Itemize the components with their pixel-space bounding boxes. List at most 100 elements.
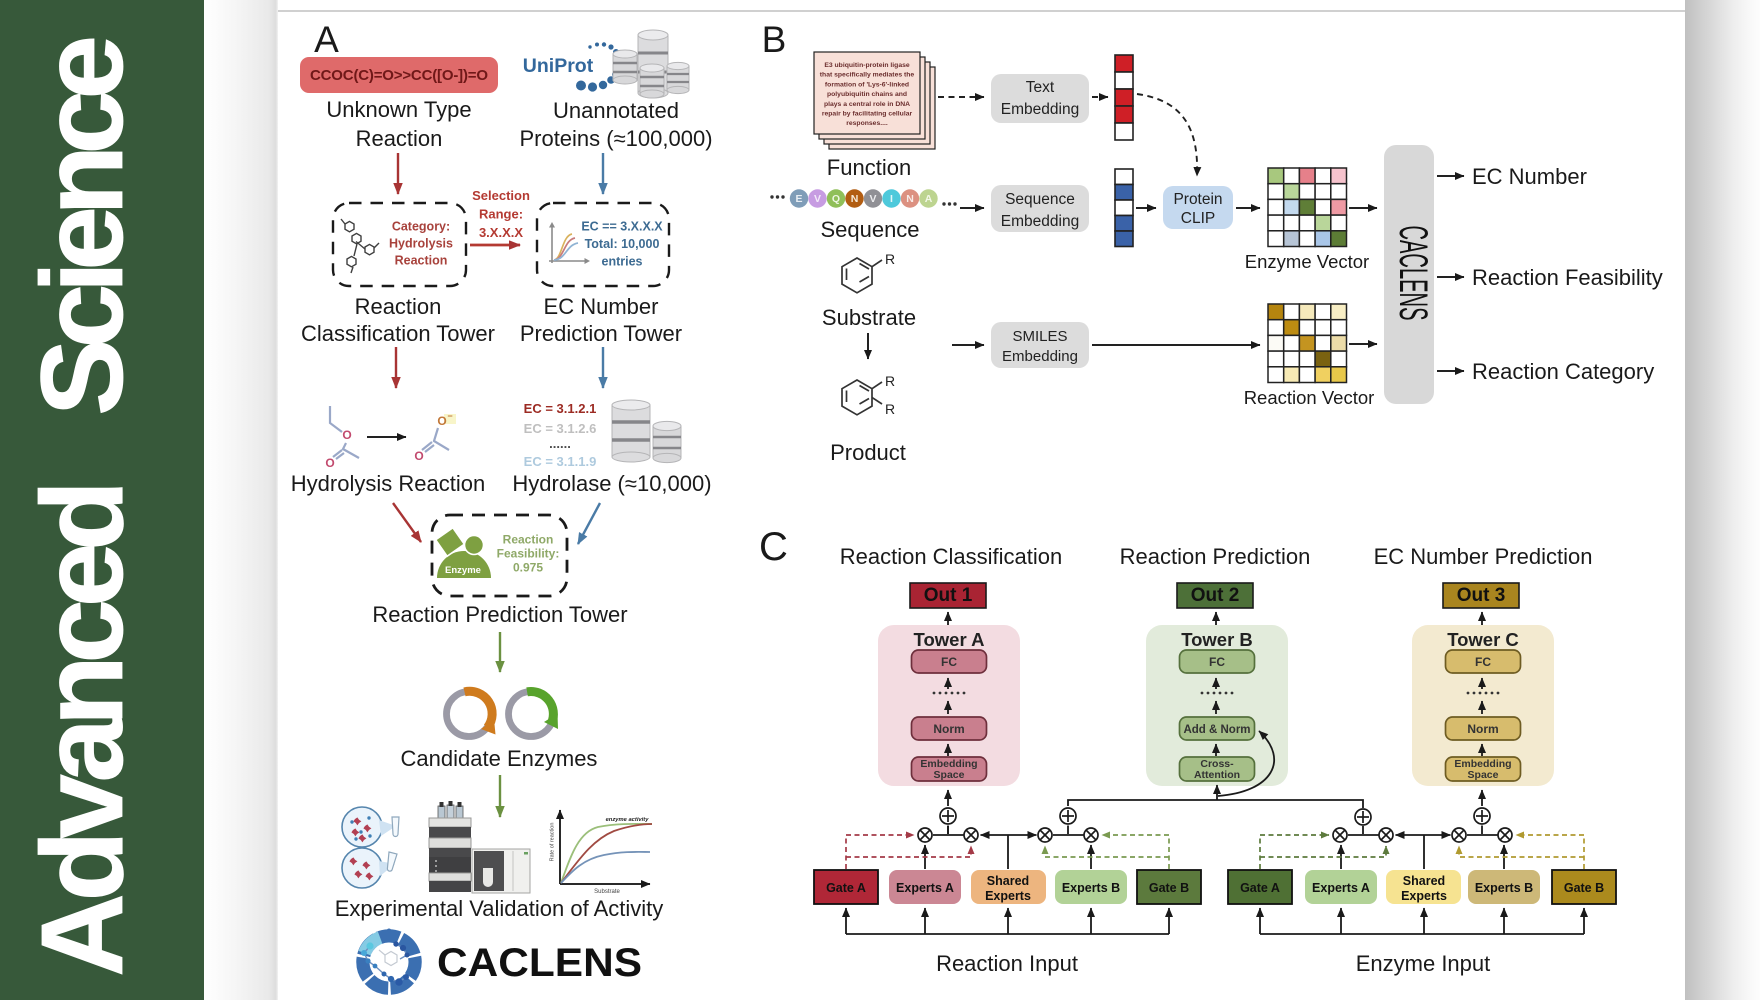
svg-text:I: I <box>890 193 893 205</box>
svg-text:R: R <box>885 373 895 389</box>
svg-text:Unannotated: Unannotated <box>553 98 679 123</box>
svg-text:B: B <box>762 19 787 60</box>
svg-text:FC: FC <box>941 655 957 669</box>
svg-text:C: C <box>759 525 788 569</box>
svg-text:Range:: Range: <box>479 207 523 222</box>
svg-text:enzyme activity: enzyme activity <box>606 817 650 823</box>
svg-text:Gate A: Gate A <box>826 881 866 895</box>
svg-text:Product: Product <box>830 440 906 465</box>
svg-text:Tower B: Tower B <box>1181 629 1253 650</box>
svg-text:Experts A: Experts A <box>1312 881 1370 895</box>
svg-text:Reaction: Reaction <box>395 254 448 268</box>
svg-text:Experts B: Experts B <box>1475 881 1533 895</box>
svg-text:Science: Science <box>17 35 147 416</box>
svg-text:Embedding: Embedding <box>1001 101 1079 118</box>
svg-text:Selection: Selection <box>472 188 530 203</box>
svg-text:Embedding: Embedding <box>1001 213 1079 230</box>
svg-text:......: ...... <box>549 436 571 451</box>
svg-text:Q: Q <box>832 193 840 205</box>
svg-text:3.X.X.X: 3.X.X.X <box>479 225 523 240</box>
svg-text:Shared: Shared <box>1403 874 1445 888</box>
svg-text:Proteins (≈100,000): Proteins (≈100,000) <box>519 126 712 151</box>
svg-text:formation of 'Lys-6'-linked: formation of 'Lys-6'-linked <box>825 81 909 88</box>
svg-text:Reaction: Reaction <box>503 533 554 547</box>
svg-text:Unknown Type: Unknown Type <box>326 97 471 122</box>
svg-text:that specifically mediates the: that specifically mediates the <box>820 72 915 79</box>
svg-text:Total: 10,000: Total: 10,000 <box>585 237 660 251</box>
svg-text:Reaction Vector: Reaction Vector <box>1244 387 1375 408</box>
svg-text:Embedding: Embedding <box>1454 758 1511 770</box>
svg-text:A: A <box>925 193 933 205</box>
svg-text:responses....: responses.... <box>846 120 888 127</box>
svg-text:Attention: Attention <box>1194 769 1240 781</box>
svg-text:Protein: Protein <box>1173 191 1222 208</box>
svg-text:Out 1: Out 1 <box>924 585 973 606</box>
svg-text:Tower A: Tower A <box>914 629 985 650</box>
svg-text:Experts: Experts <box>1401 889 1447 903</box>
svg-text:Experts B: Experts B <box>1062 881 1120 895</box>
svg-text:entries: entries <box>602 255 643 269</box>
svg-text:A: A <box>314 19 339 60</box>
svg-text:SMILES: SMILES <box>1012 328 1067 345</box>
svg-text:Sequence: Sequence <box>1005 191 1075 208</box>
svg-text:Experimental Validation of Act: Experimental Validation of Activity <box>335 896 664 921</box>
svg-text:Enzyme: Enzyme <box>445 565 481 576</box>
svg-text:repair by facilitating cellula: repair by facilitating cellular <box>822 111 913 118</box>
svg-text:E3 ubiquitin-protein ligase: E3 ubiquitin-protein ligase <box>824 62 910 69</box>
svg-text:Embedding: Embedding <box>920 758 977 770</box>
svg-text:polyubiquitin chains and: polyubiquitin chains and <box>827 91 907 98</box>
svg-text:R: R <box>885 401 895 417</box>
svg-text:Add & Norm: Add & Norm <box>1183 724 1250 736</box>
svg-text:CCOC(C)=O>>CC([O-])=O: CCOC(C)=O>>CC([O-])=O <box>310 67 488 84</box>
svg-text:Space: Space <box>1468 769 1499 781</box>
svg-text:Rate of reaction: Rate of reaction <box>550 823 556 862</box>
svg-text:Feasibility:: Feasibility: <box>497 547 560 561</box>
svg-text:Reaction Classification: Reaction Classification <box>840 544 1063 569</box>
svg-text:CACLENS: CACLENS <box>437 941 642 985</box>
svg-text:Candidate Enzymes: Candidate Enzymes <box>401 746 598 771</box>
svg-text:Experts: Experts <box>985 889 1031 903</box>
svg-text:N: N <box>851 193 859 205</box>
svg-text:Gate A: Gate A <box>1240 881 1280 895</box>
svg-text:R: R <box>885 251 895 267</box>
svg-text:−: − <box>447 411 452 421</box>
svg-text:CACLENS: CACLENS <box>1391 226 1435 321</box>
svg-text:Space: Space <box>934 769 965 781</box>
svg-text:Reaction Prediction Tower: Reaction Prediction Tower <box>372 602 627 627</box>
svg-text:FC: FC <box>1475 655 1491 669</box>
svg-text:Hydrolysis Reaction: Hydrolysis Reaction <box>291 471 485 496</box>
svg-text:Reaction Category: Reaction Category <box>1472 359 1654 384</box>
svg-text:FC: FC <box>1209 655 1225 669</box>
svg-text:Classification Tower: Classification Tower <box>301 321 495 346</box>
svg-text:Embedding: Embedding <box>1002 348 1078 365</box>
svg-text:Reaction: Reaction <box>355 294 442 319</box>
svg-text:O: O <box>437 414 446 428</box>
svg-text:Shared: Shared <box>987 874 1029 888</box>
svg-text:EC = 3.1.1.9: EC = 3.1.1.9 <box>524 454 597 469</box>
svg-text:Substrate: Substrate <box>594 889 620 895</box>
svg-text:V: V <box>814 193 821 205</box>
svg-text:Hydrolase (≈10,000): Hydrolase (≈10,000) <box>512 471 711 496</box>
svg-text:Text: Text <box>1026 79 1055 96</box>
svg-text:EC == 3.X.X.X: EC == 3.X.X.X <box>581 220 663 234</box>
svg-text:Reaction Prediction: Reaction Prediction <box>1120 544 1311 569</box>
svg-text:UniProt: UniProt <box>523 55 594 77</box>
svg-text:Gate B: Gate B <box>1564 881 1604 895</box>
svg-text:Enzyme Vector: Enzyme Vector <box>1245 251 1369 272</box>
svg-text:EC = 3.1.2.6: EC = 3.1.2.6 <box>524 421 597 436</box>
svg-text:Enzyme Input: Enzyme Input <box>1356 951 1491 976</box>
svg-text:Norm: Norm <box>933 722 964 736</box>
svg-text:EC = 3.1.2.1: EC = 3.1.2.1 <box>524 401 597 416</box>
svg-text:Reaction: Reaction <box>356 126 443 151</box>
svg-text:Gate B: Gate B <box>1149 881 1189 895</box>
svg-text:Tower C: Tower C <box>1447 629 1519 650</box>
svg-text:Reaction Feasibility: Reaction Feasibility <box>1472 265 1663 290</box>
svg-text:EC Number Prediction: EC Number Prediction <box>1374 544 1593 569</box>
svg-text:EC Number: EC Number <box>544 294 659 319</box>
svg-text:Out 2: Out 2 <box>1191 585 1240 606</box>
svg-text:Category:: Category: <box>392 220 450 234</box>
svg-text:Experts A: Experts A <box>896 881 954 895</box>
svg-text:O: O <box>414 449 423 463</box>
svg-text:Hydrolysis: Hydrolysis <box>389 237 453 251</box>
svg-text:Norm: Norm <box>1467 722 1498 736</box>
